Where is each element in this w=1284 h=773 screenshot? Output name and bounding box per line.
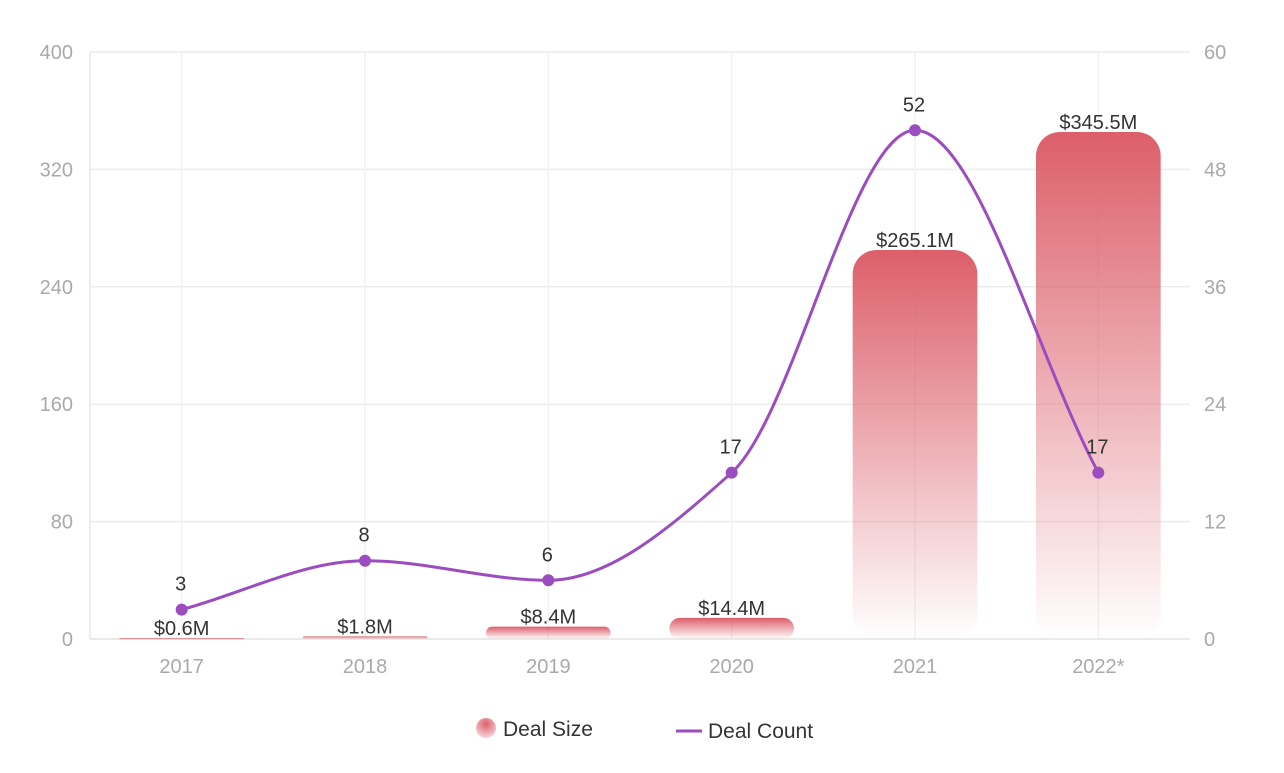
deal-count-label: 17 (1086, 437, 1108, 459)
y-right-tick-label: 12 (1204, 512, 1226, 534)
deal-size-label: $8.4M (521, 607, 577, 629)
x-tick-label: 2017 (159, 656, 204, 678)
deal-count-point (909, 124, 921, 137)
deal-count-label: 8 (358, 525, 369, 547)
x-tick-label: 2019 (526, 656, 571, 678)
x-tick-label: 2022* (1072, 656, 1124, 678)
y-right-tick-label: 24 (1204, 394, 1226, 416)
deal-count-label: 17 (720, 437, 742, 459)
y-left-tick-label: 0 (62, 629, 73, 651)
deal-size-label: $265.1M (876, 230, 954, 252)
deal-count-point (175, 603, 188, 616)
y-left-tick-label: 240 (40, 277, 73, 299)
deal-size-label: $1.8M (337, 616, 393, 638)
y-left-tick-label: 160 (40, 394, 73, 416)
deal-size-bar (302, 636, 428, 639)
y-right-tick-label: 48 (1204, 159, 1226, 181)
legend-deal-count-label: Deal Count (708, 720, 813, 743)
legend-deal-size-marker (476, 718, 496, 738)
x-tick-label: 2021 (893, 656, 938, 678)
y-left-tick-label: 80 (51, 512, 73, 534)
deal-size-bar (119, 638, 244, 640)
x-tick-label: 2020 (709, 656, 754, 678)
deal-size-bar (669, 617, 794, 639)
deal-size-label: $345.5M (1059, 112, 1137, 134)
deal-count-label: 6 (542, 544, 553, 566)
deal-count-point (1092, 466, 1105, 479)
deal-count-line (175, 124, 1105, 616)
gridlines (90, 51, 1190, 639)
deal-size-bar (1036, 131, 1161, 639)
x-tick-label: 2018 (343, 656, 388, 678)
deal-size-bar (486, 626, 611, 639)
y-right-tick-label: 36 (1204, 277, 1226, 299)
deal-size-bar (852, 249, 978, 639)
y-left-tick-label: 320 (40, 159, 73, 181)
deal-count-point (725, 466, 738, 479)
deal-count-point (359, 554, 371, 567)
legend: Deal Size Deal Count (476, 718, 813, 743)
y-right-tick-label: 60 (1204, 42, 1226, 64)
deal-size-label: $0.6M (154, 618, 210, 640)
deal-count-point (542, 574, 555, 587)
deal-count-label: 3 (175, 574, 186, 596)
deal-size-label: $14.4M (698, 598, 765, 620)
y-left-tick-label: 400 (40, 42, 73, 64)
legend-deal-size-label: Deal Size (503, 718, 593, 741)
y-right-tick-label: 0 (1204, 629, 1215, 651)
data-labels: $0.6M $1.8M $8.4M $14.4M $265.1M $345.5M 3 8 6 17… (154, 94, 1137, 640)
deal-count-label: 52 (903, 94, 925, 116)
deal-size-bars (119, 131, 1161, 640)
